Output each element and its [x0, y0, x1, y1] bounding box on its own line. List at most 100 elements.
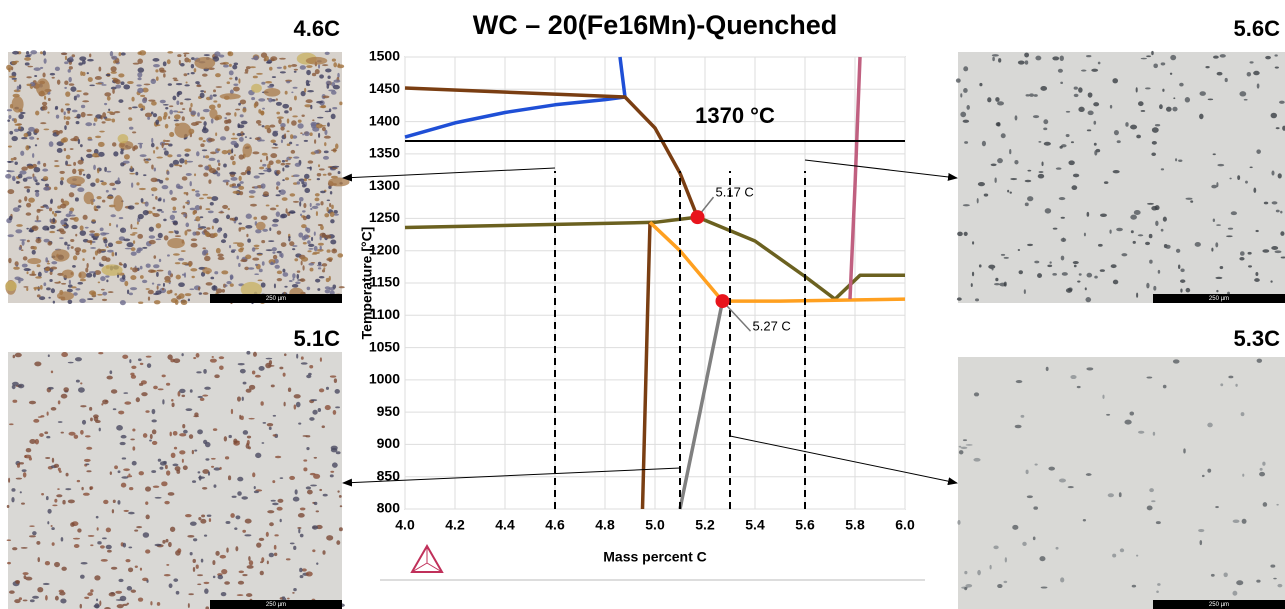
grain [5, 280, 17, 292]
grain [317, 288, 321, 291]
grain [172, 210, 178, 213]
grain [1205, 66, 1210, 69]
grain [189, 552, 193, 556]
grain [288, 236, 291, 239]
grain [1259, 467, 1263, 471]
grain [190, 268, 198, 272]
grain [1262, 502, 1268, 507]
grain [112, 187, 117, 191]
grain [282, 167, 285, 172]
grain [187, 603, 190, 608]
grain [79, 144, 83, 148]
grain [205, 282, 213, 286]
grain [66, 175, 85, 186]
grain [272, 434, 277, 437]
grain [72, 168, 77, 174]
grain [991, 54, 999, 57]
grain [155, 69, 159, 73]
grain [148, 235, 156, 239]
grain [1116, 140, 1121, 144]
grain [6, 109, 13, 112]
grain [324, 405, 331, 411]
grain [173, 114, 181, 120]
grain [105, 527, 112, 533]
grain [303, 178, 308, 182]
grain [106, 170, 112, 173]
grain [185, 172, 192, 176]
grain [94, 270, 102, 276]
grain [155, 76, 159, 81]
grain [139, 265, 143, 270]
grain [335, 406, 340, 409]
grain [197, 583, 202, 586]
grain [964, 141, 969, 144]
grain [229, 77, 233, 80]
grain [202, 140, 206, 143]
grain [272, 480, 276, 484]
grain [193, 357, 197, 360]
grain [239, 181, 244, 184]
grain [1003, 256, 1009, 259]
grain [205, 458, 210, 461]
grain [137, 87, 144, 94]
grain [127, 567, 134, 573]
grain [114, 252, 118, 256]
grain [98, 427, 101, 432]
y-tick-label: 1150 [370, 274, 401, 290]
grain [1184, 97, 1191, 103]
grain [312, 409, 318, 415]
grain [105, 189, 109, 193]
grain [115, 84, 122, 89]
grain [337, 253, 344, 258]
grain [141, 392, 148, 397]
grain [1199, 540, 1203, 546]
phase-boundary [404, 86, 700, 218]
grain [130, 374, 137, 379]
grain [129, 172, 136, 175]
grain [165, 177, 169, 181]
grain [199, 197, 204, 200]
grain [1227, 227, 1234, 230]
panel-label: 5.1C [294, 326, 341, 351]
grain [1078, 87, 1083, 93]
grain [102, 298, 108, 302]
grain [327, 122, 330, 127]
grain [182, 423, 186, 429]
grain [83, 458, 91, 462]
grain [230, 513, 235, 518]
grain [1058, 478, 1067, 483]
grain [12, 177, 16, 182]
grain [1078, 106, 1085, 113]
grain [156, 271, 159, 277]
grain [272, 414, 277, 417]
grain [100, 288, 105, 291]
grain [137, 233, 144, 239]
grain [286, 130, 290, 133]
grain [132, 131, 137, 134]
grain [68, 66, 73, 70]
grain [232, 190, 240, 194]
grain [118, 73, 125, 78]
grain [55, 114, 60, 119]
grain [97, 281, 101, 284]
grain [244, 71, 249, 74]
grain [87, 58, 94, 62]
grain [995, 122, 1001, 127]
grain [300, 260, 303, 266]
grain [319, 124, 327, 127]
x-tick-label: 6.0 [895, 517, 915, 533]
grain [79, 278, 87, 282]
grain [203, 581, 210, 585]
grain [39, 296, 46, 301]
grain [209, 94, 213, 100]
grain [1194, 242, 1201, 247]
grain [21, 136, 28, 140]
grain [1112, 169, 1120, 174]
grain [67, 110, 71, 114]
grain [115, 240, 123, 245]
grain [147, 116, 151, 120]
grain [143, 174, 147, 177]
grain [172, 95, 177, 101]
micrograph-background [958, 52, 1285, 303]
grain [80, 156, 83, 160]
